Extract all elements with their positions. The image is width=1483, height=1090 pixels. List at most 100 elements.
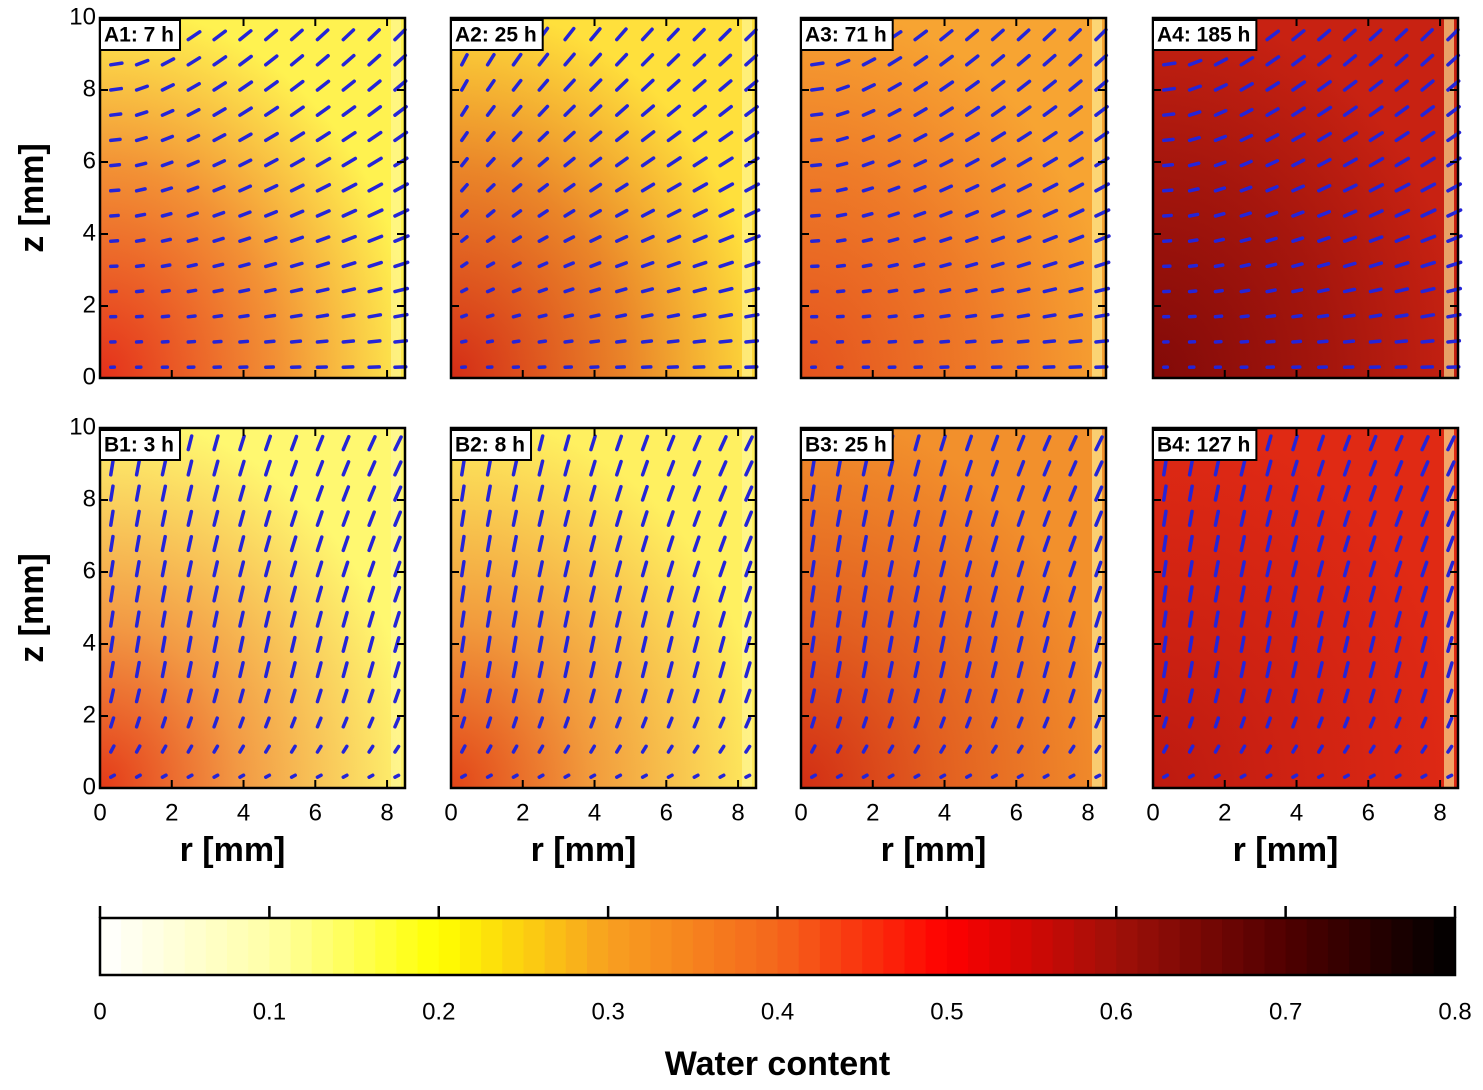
- flux-arrow: [1070, 341, 1081, 342]
- flux-arrow: [863, 291, 870, 292]
- flux-arrow: [1215, 316, 1221, 317]
- flux-arrow: [617, 341, 625, 342]
- flux-arrow: [889, 239, 897, 241]
- flux-arrow: [462, 612, 464, 626]
- heatmap-field: [1153, 18, 1458, 378]
- flux-arrow: [812, 165, 821, 166]
- flux-arrow: [1319, 341, 1327, 342]
- colorbar-step: [629, 918, 651, 975]
- flux-arrow: [462, 486, 464, 500]
- flux-arrow: [462, 637, 464, 651]
- flux-arrow: [746, 775, 750, 777]
- flux-arrow: [838, 562, 840, 576]
- flux-arrow: [915, 264, 924, 266]
- flux-arrow: [369, 315, 380, 317]
- x-tick-label: 6: [1010, 799, 1023, 826]
- flux-arrow: [812, 190, 820, 191]
- colorbar-step: [1349, 918, 1371, 975]
- flux-arrow: [838, 240, 845, 241]
- colorbar-step: [989, 918, 1011, 975]
- edge-band: [1092, 428, 1102, 788]
- flux-arrow: [266, 775, 270, 777]
- flux-arrow: [1190, 240, 1197, 241]
- flux-arrow: [1345, 341, 1354, 342]
- flux-arrow: [1215, 612, 1218, 626]
- flux-arrow: [812, 587, 814, 601]
- flux-arrow: [137, 163, 146, 165]
- y-axis-label: z [mm]: [13, 143, 51, 253]
- flux-arrow: [462, 562, 464, 576]
- colorbar-step: [1010, 918, 1032, 975]
- colorbar-step: [905, 918, 927, 975]
- flux-arrow: [1396, 775, 1400, 777]
- flux-arrow: [1241, 290, 1248, 291]
- flux-arrow: [993, 341, 1002, 342]
- colorbar-step: [1328, 918, 1350, 975]
- colorbar-step: [820, 918, 842, 975]
- flux-arrow: [1164, 486, 1166, 500]
- colorbar-step: [1307, 918, 1329, 975]
- heatmap-field: [451, 428, 756, 788]
- flux-arrow: [488, 637, 490, 651]
- flux-arrow: [1018, 289, 1028, 291]
- flux-arrow: [513, 637, 515, 651]
- flux-arrow: [111, 562, 113, 576]
- edge-band: [742, 18, 752, 378]
- flux-arrow: [838, 163, 847, 165]
- flux-arrow: [1345, 315, 1354, 317]
- edge-band: [1444, 18, 1454, 378]
- x-tick-label: 2: [1218, 799, 1231, 826]
- flux-arrow: [1422, 341, 1433, 342]
- flux-arrow: [488, 612, 490, 626]
- flux-arrow: [462, 315, 467, 317]
- colorbar-tick-label: 0.4: [761, 998, 794, 1025]
- flux-arrow: [643, 341, 652, 342]
- flux-arrow: [1190, 265, 1197, 266]
- colorbar-step: [206, 918, 228, 975]
- flux-arrow: [1096, 775, 1100, 777]
- y-tick-label: 0: [83, 773, 96, 800]
- flux-arrow: [1396, 315, 1407, 317]
- heatmap-field: [100, 18, 405, 378]
- colorbar-step: [1159, 918, 1181, 975]
- flux-arrow: [111, 612, 113, 626]
- y-tick-label: 4: [83, 219, 96, 246]
- colorbar-step: [1434, 918, 1456, 975]
- flux-arrow: [1345, 289, 1355, 291]
- flux-arrow: [812, 486, 814, 500]
- colorbar-step: [650, 918, 672, 975]
- panel-title: A4: 185 h: [1157, 24, 1250, 47]
- colorbar-step: [354, 918, 376, 975]
- colorbar-step: [248, 918, 270, 975]
- flux-arrow: [162, 316, 168, 317]
- colorbar-step: [735, 918, 757, 975]
- flux-arrow: [889, 290, 896, 291]
- flux-arrow: [863, 612, 866, 626]
- flux-arrow: [462, 341, 466, 342]
- flux-arrow: [1164, 612, 1166, 626]
- colorbar-step: [968, 918, 990, 975]
- edge-band: [391, 428, 401, 788]
- flux-arrow: [1190, 189, 1198, 191]
- flux-arrow: [812, 637, 814, 651]
- flux-arrow: [1293, 775, 1297, 777]
- flux-arrow: [1164, 587, 1166, 601]
- flux-arrow: [317, 289, 327, 291]
- x-tick-label: 6: [309, 799, 322, 826]
- colorbar-step: [523, 918, 545, 975]
- flux-arrow: [838, 291, 844, 292]
- flux-arrow: [838, 587, 840, 601]
- edge-band: [391, 18, 401, 378]
- flux-arrow: [1164, 139, 1173, 140]
- flux-arrow: [838, 537, 840, 551]
- flux-arrow: [1190, 562, 1192, 576]
- flux-arrow: [941, 264, 950, 266]
- flux-arrow: [214, 775, 218, 777]
- flux-arrow: [111, 89, 122, 90]
- flux-arrow: [137, 537, 139, 551]
- flux-arrow: [694, 341, 704, 342]
- flux-arrow: [240, 316, 248, 317]
- x-tick-label: 8: [731, 799, 744, 826]
- flux-arrow: [889, 265, 897, 267]
- x-tick-label: 2: [866, 799, 879, 826]
